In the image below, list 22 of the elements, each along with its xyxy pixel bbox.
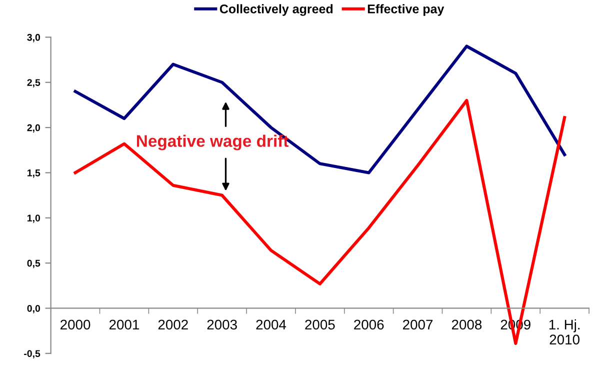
x-tick-label: 2008 [452, 320, 482, 330]
x-tick-label: 2004 [256, 320, 286, 330]
y-tick-label: 1,5 [28, 170, 40, 178]
y-tick-label: 3,0 [27, 34, 40, 42]
x-tick-label: 2001 [109, 320, 139, 330]
x-tick-label: 1. Hj. 2010 [549, 319, 580, 344]
x-tick-label: 2007 [403, 320, 433, 330]
x-tick-label: 2003 [207, 320, 237, 330]
legend-label: Collectively agreed [220, 4, 333, 16]
x-tick-label: 2006 [354, 320, 384, 330]
annotation: Negative wage drift [137, 134, 288, 150]
y-tick-label: -0,5 [24, 350, 40, 358]
x-tick-label: 2005 [305, 320, 335, 330]
line-series [74, 44, 566, 174]
legend-label: Effective pay [368, 4, 444, 16]
y-tick-label: 2,5 [27, 79, 40, 88]
y-tick-label: 0,5 [27, 260, 40, 268]
y-tick-label: 1,0 [28, 214, 40, 223]
y-tick-label: 0,0 [27, 304, 40, 314]
x-tick-label: 2002 [158, 320, 188, 330]
y-tick-label: 2,0 [27, 124, 40, 133]
x-tick-label: 2000 [60, 320, 90, 330]
